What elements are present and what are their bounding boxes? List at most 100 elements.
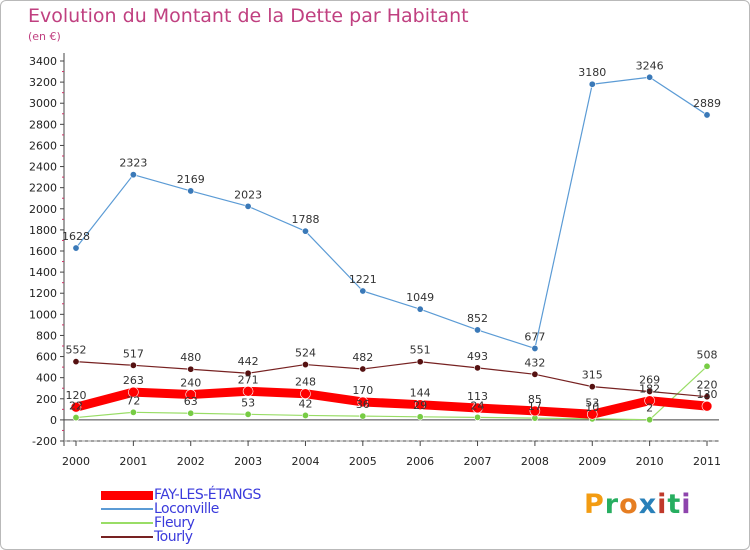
data-point-tourly — [416, 358, 424, 366]
data-label-fleury: 53 — [241, 396, 255, 409]
data-label-fay-les-tangs: 53 — [585, 396, 599, 409]
data-point-loconville — [72, 244, 80, 252]
data-point-tourly — [531, 370, 539, 378]
y-tick-label: 600 — [36, 351, 57, 364]
logo-letter: x — [638, 489, 658, 520]
x-tick-label: 2007 — [464, 455, 492, 468]
data-point-fay-les-tangs — [128, 386, 139, 398]
data-label-loconville: 1049 — [406, 291, 434, 304]
y-tick-label: 3200 — [29, 76, 57, 89]
data-label-loconville: 852 — [467, 312, 488, 325]
data-label-tourly: 220 — [697, 379, 718, 392]
y-tick-label: 200 — [36, 393, 57, 406]
data-label-loconville: 2169 — [177, 173, 205, 186]
data-point-tourly — [703, 393, 711, 401]
data-point-fay-les-tangs — [185, 389, 197, 400]
data-point-loconville — [474, 326, 482, 334]
data-point-loconville — [129, 171, 137, 179]
y-tick-label: 0 — [50, 414, 57, 427]
data-point-fay-les-tangs — [414, 399, 426, 410]
data-point-fay-les-tangs — [586, 408, 598, 420]
data-label-tourly: 517 — [123, 347, 144, 360]
legend-item-loconville: Loconville — [101, 501, 261, 517]
logo-letter: i — [657, 489, 668, 520]
data-point-tourly — [474, 364, 482, 372]
data-label-fay-les-tangs: 120 — [66, 389, 87, 402]
data-label-tourly: 493 — [467, 350, 488, 363]
logo-letter: o — [619, 489, 639, 520]
y-tick-label: 800 — [36, 329, 57, 342]
data-label-fay-les-tangs: 130 — [697, 388, 718, 401]
data-label-fleury: 63 — [184, 395, 198, 408]
data-label-loconville: 3180 — [578, 66, 606, 79]
data-label-tourly: 432 — [524, 356, 545, 369]
y-tick-label: 1200 — [29, 287, 57, 300]
data-point-loconville — [244, 202, 252, 210]
y-tick-label: 1000 — [29, 308, 57, 321]
data-label-fleury: 29 — [413, 399, 427, 412]
legend-label: Tourly — [154, 529, 193, 545]
data-point-fay-les-tangs — [472, 402, 483, 414]
data-point-fleury — [474, 413, 482, 421]
data-label-fleury: 508 — [697, 348, 718, 361]
data-point-fay-les-tangs — [242, 385, 254, 397]
y-tick-label: 400 — [36, 372, 57, 385]
data-label-fay-les-tangs: 113 — [467, 390, 488, 403]
x-tick-label: 2009 — [578, 455, 606, 468]
data-point-fleury — [646, 416, 654, 424]
data-label-fay-les-tangs: 144 — [410, 387, 431, 400]
legend-label: Fleury — [154, 515, 195, 531]
y-tick-label: 1600 — [29, 245, 57, 258]
data-label-fleury: 10 — [585, 401, 599, 414]
data-label-fay-les-tangs: 170 — [352, 384, 373, 397]
data-point-fay-les-tangs — [300, 388, 311, 400]
y-tick-label: -200 — [32, 435, 57, 448]
data-label-fleury: 17 — [528, 400, 542, 413]
x-tick-label: 2011 — [693, 455, 721, 468]
y-tick-label: 2200 — [29, 182, 57, 195]
data-point-fay-les-tangs — [357, 396, 369, 408]
x-tick-label: 2003 — [234, 455, 262, 468]
x-tick-label: 2005 — [349, 455, 377, 468]
data-point-loconville — [588, 80, 596, 88]
data-point-fleury — [129, 408, 137, 416]
data-label-loconville: 2323 — [119, 157, 147, 170]
data-point-tourly — [72, 358, 80, 366]
data-label-fleury: 2 — [646, 402, 653, 415]
data-point-loconville — [187, 187, 195, 195]
x-tick-label: 2004 — [291, 455, 319, 468]
data-point-fay-les-tangs — [701, 400, 713, 412]
data-label-fay-les-tangs: 248 — [295, 376, 316, 389]
legend-swatch — [101, 508, 153, 510]
data-point-tourly — [588, 383, 596, 391]
data-label-loconville: 1788 — [291, 213, 319, 226]
legend-label: FAY-LES-ÉTANGS — [154, 487, 261, 503]
y-tick-label: 2000 — [29, 203, 57, 216]
x-tick-label: 2001 — [119, 455, 147, 468]
data-label-loconville: 2023 — [234, 188, 262, 201]
legend-swatch — [101, 490, 153, 500]
data-point-tourly — [244, 369, 252, 377]
chart-title: Evolution du Montant de la Dette par Hab… — [28, 5, 469, 27]
data-label-tourly: 551 — [410, 344, 431, 357]
data-label-tourly: 482 — [352, 351, 373, 364]
data-point-tourly — [359, 365, 367, 373]
logo-letter: r — [604, 489, 620, 520]
y-tick-label: 2800 — [29, 118, 57, 131]
proxiti-logo: Proxiti — [584, 489, 692, 520]
y-tick-label: 1400 — [29, 266, 57, 279]
legend-label: Loconville — [154, 501, 219, 517]
chart-data-labels: 1628232321692023178812211049852677318032… — [62, 59, 721, 414]
data-point-fay-les-tangs — [70, 401, 82, 413]
data-label-fay-les-tangs: 263 — [123, 374, 144, 387]
data-point-fleury — [187, 409, 195, 417]
series-line-tourly — [75, 361, 708, 398]
data-point-loconville — [301, 227, 309, 235]
y-tick-label: 2400 — [29, 161, 57, 174]
data-label-tourly: 315 — [582, 369, 603, 382]
series-line-fleury — [75, 365, 708, 421]
data-label-loconville: 2889 — [693, 97, 721, 110]
data-label-fleury: 42 — [298, 397, 312, 410]
data-point-fleury — [301, 411, 309, 419]
data-label-loconville: 677 — [524, 330, 545, 343]
